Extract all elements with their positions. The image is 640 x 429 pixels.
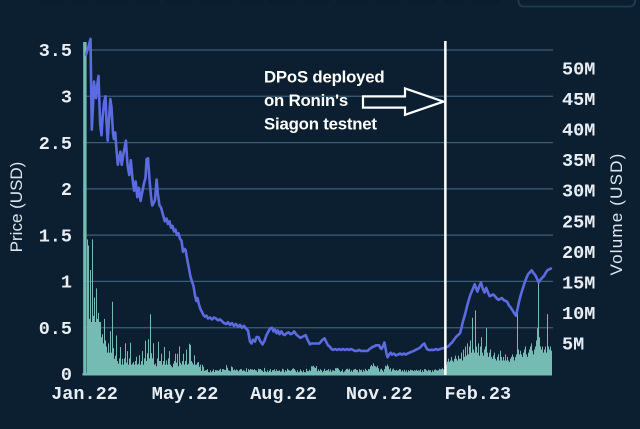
svg-text:25M: 25M: [562, 212, 595, 233]
svg-text:3: 3: [61, 88, 72, 109]
svg-text:40M: 40M: [562, 121, 595, 142]
svg-text:Price (USD): Price (USD): [7, 162, 26, 253]
svg-text:Jan.22: Jan.22: [51, 384, 118, 405]
svg-text:1.5: 1.5: [39, 226, 72, 247]
svg-text:1: 1: [61, 273, 72, 294]
svg-text:0.5: 0.5: [39, 319, 72, 340]
svg-text:3.5: 3.5: [39, 41, 72, 62]
svg-text:DPoS deployed: DPoS deployed: [264, 68, 384, 87]
svg-text:10M: 10M: [562, 304, 595, 325]
svg-text:0: 0: [61, 365, 72, 386]
svg-text:Feb.23: Feb.23: [444, 384, 511, 405]
svg-text:Siagon testnet: Siagon testnet: [264, 115, 377, 134]
svg-text:Nov.22: Nov.22: [346, 384, 413, 405]
svg-text:on Ronin's: on Ronin's: [264, 91, 348, 110]
svg-text:15M: 15M: [562, 273, 595, 294]
svg-text:20M: 20M: [562, 243, 595, 264]
svg-text:May.22: May.22: [152, 384, 219, 405]
svg-text:45M: 45M: [562, 90, 595, 111]
svg-text:50M: 50M: [562, 59, 595, 80]
svg-text:2.5: 2.5: [39, 134, 72, 155]
svg-text:5M: 5M: [562, 335, 584, 356]
svg-text:Aug.22: Aug.22: [250, 384, 317, 405]
svg-text:2: 2: [61, 180, 72, 201]
svg-text:Volume (USD): Volume (USD): [607, 152, 626, 275]
svg-text:35M: 35M: [562, 151, 595, 172]
svg-text:30M: 30M: [562, 182, 595, 203]
